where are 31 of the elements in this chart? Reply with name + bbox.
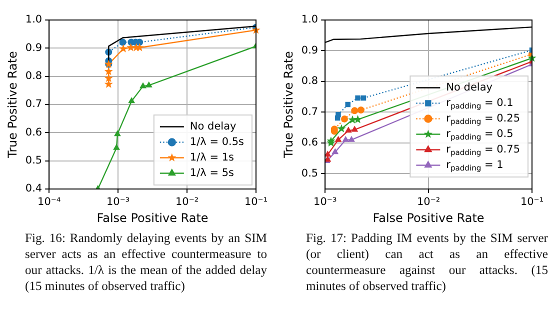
- x-axis-title: False Positive Rate: [96, 210, 208, 225]
- y-axis-title: True Positive Rate: [281, 51, 296, 159]
- legend-label: 1/λ = 1s: [190, 151, 234, 164]
- y-tick-label: 0.8: [301, 75, 318, 88]
- y-tick-label: 0.7: [301, 106, 318, 118]
- caption: Fig. 17: Padding IM events by the SIM server (or client) can act as an effective countermeasure against our attacks. (15 minutes of observed traffic): [306, 230, 548, 294]
- y-axis-title: True Positive Rate: [5, 51, 20, 159]
- y-tick-label: 0.6: [25, 126, 42, 138]
- y-tick-label: 0.8: [25, 70, 42, 82]
- legend-label: No delay: [190, 120, 236, 132]
- legend-label: 1/λ = 5s: [190, 166, 234, 179]
- x-tick-label: 10⁻²: [175, 196, 199, 208]
- y-tick-label: 0.5: [25, 154, 42, 167]
- y-tick-label: 1.0: [25, 14, 42, 26]
- legend-label: 1/λ = 0.5s: [190, 136, 244, 148]
- x-tick-label: 10⁻²: [416, 196, 440, 208]
- y-tick-label: 0.5: [301, 167, 318, 180]
- caption: Fig. 16: Randomly delaying events by an SIM server acts as an effective countermeasure to our attacks. 1/λ is the mean of the added delay (15 minutes of observed traffic): [25, 230, 267, 294]
- x-tick-label: 10⁻³: [106, 196, 130, 208]
- y-tick-label: 0.4: [25, 182, 42, 195]
- y-tick-label: 0.9: [301, 44, 318, 56]
- legend-label: No delay: [446, 81, 492, 94]
- y-tick-label: 0.7: [25, 98, 42, 110]
- x-tick-label: 10⁻³: [314, 196, 337, 208]
- x-axis-title: False Positive Rate: [372, 210, 484, 225]
- y-tick-label: 0.6: [301, 136, 318, 149]
- x-tick-label: 10⁻⁴: [38, 196, 61, 208]
- x-tick-label: 10⁻¹: [520, 196, 544, 208]
- y-tick-label: 0.9: [25, 42, 42, 54]
- y-tick-label: 1.0: [301, 14, 318, 26]
- x-tick-label: 10⁻¹: [244, 196, 268, 208]
